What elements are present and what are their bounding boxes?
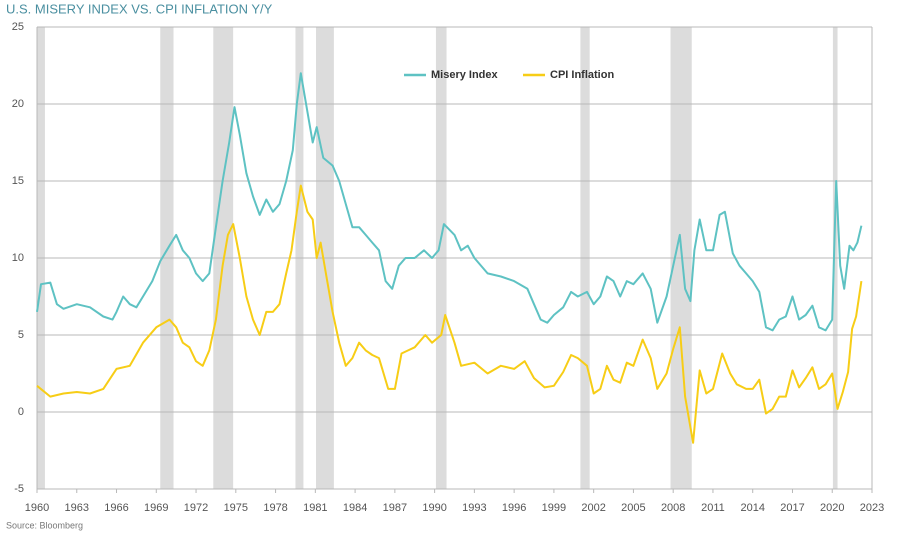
source-note: Source: Bloomberg (6, 520, 83, 530)
y-tick-label: 10 (12, 252, 24, 264)
x-tick-label: 2011 (701, 502, 725, 514)
x-tick-label: 1987 (383, 502, 407, 514)
x-tick-label: 2023 (860, 502, 884, 514)
x-tick-label: 2014 (740, 502, 764, 514)
legend-label: CPI Inflation (550, 69, 614, 81)
x-tick-label: 2005 (621, 502, 645, 514)
x-tick-label: 1963 (65, 502, 89, 514)
x-tick-label: 1960 (25, 502, 49, 514)
x-tick-label: 2017 (780, 502, 804, 514)
y-tick-label: 20 (12, 98, 24, 110)
x-tick-label: 1999 (542, 502, 566, 514)
x-tick-label: 1990 (422, 502, 446, 514)
x-tick-label: 1969 (144, 502, 168, 514)
x-tick-label: 1972 (184, 502, 208, 514)
legend-label: Misery Index (431, 69, 499, 81)
y-tick-label: 0 (18, 406, 24, 418)
chart-title: U.S. MISERY INDEX VS. CPI INFLATION Y/Y (6, 1, 273, 16)
x-tick-label: 1981 (303, 502, 327, 514)
x-tick-label: 1975 (224, 502, 248, 514)
x-tick-label: 1984 (343, 502, 367, 514)
y-tick-label: 25 (12, 21, 24, 33)
data-line (36, 72, 863, 332)
x-tick-label: 1966 (104, 502, 128, 514)
x-tick-label: 1993 (462, 502, 486, 514)
y-tick-label: 15 (12, 175, 24, 187)
x-tick-label: 1978 (263, 502, 287, 514)
x-tick-label: 2020 (820, 502, 844, 514)
x-tick-label: 2008 (661, 502, 685, 514)
y-tick-label: -5 (14, 483, 24, 495)
x-tick-label: 1996 (502, 502, 526, 514)
y-tick-label: 5 (18, 329, 24, 341)
data-line (36, 184, 863, 444)
x-tick-label: 2002 (581, 502, 605, 514)
